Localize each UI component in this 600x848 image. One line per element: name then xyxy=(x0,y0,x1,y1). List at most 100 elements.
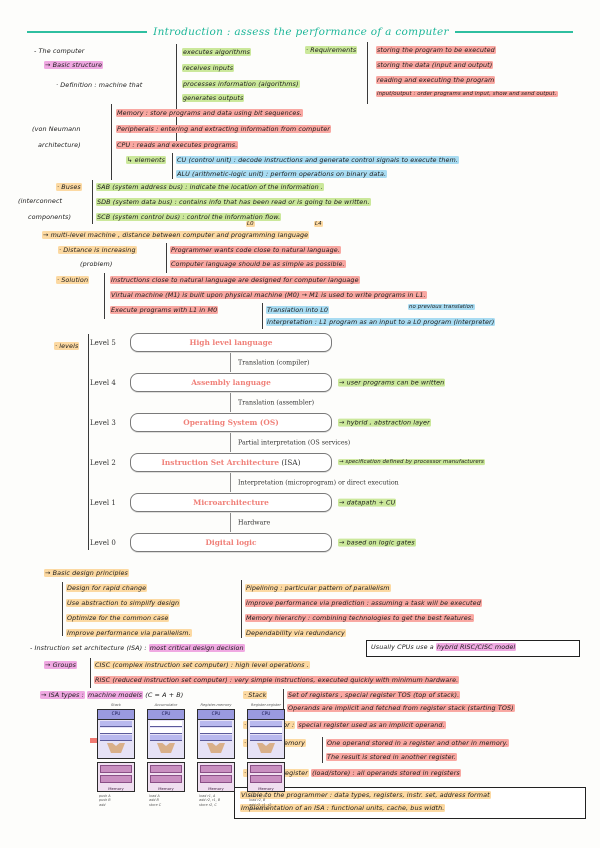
register-row xyxy=(200,721,232,727)
memory-band xyxy=(250,765,282,773)
level-gap-label: Partial interpretation (OS services) xyxy=(238,439,351,446)
callout-text-prefix: Usually CPUs use a xyxy=(371,643,436,651)
divider-principles-left xyxy=(62,582,63,636)
bullet-basic-structure: → Basic structure xyxy=(44,61,104,69)
level-box-suffix: (ISA) xyxy=(279,458,301,467)
execute-translation: Translation into L0 xyxy=(266,306,330,314)
divider-components xyxy=(111,104,112,180)
level-label: Level 4 xyxy=(90,378,116,387)
level-box-text: Microarchitecture xyxy=(193,498,269,507)
principle-item: Use abstraction to simplify design xyxy=(66,599,181,607)
cpu-block: CPU xyxy=(97,709,135,759)
page-title: Introduction : assess the performance of… xyxy=(0,26,600,38)
level-gap-2-1: Interpretation (microprogram) or direct … xyxy=(90,473,430,492)
requirement-item: storing the data (input and output) xyxy=(376,61,494,69)
memory-block: Memory xyxy=(197,762,235,792)
distance-increasing: · Distance is increasing xyxy=(58,246,137,254)
solution-item: Instructions close to natural language a… xyxy=(110,276,360,284)
divider-col1 xyxy=(176,44,177,144)
memory-block: Memory xyxy=(97,762,135,792)
memory-band xyxy=(250,775,282,783)
thumbnail-caption: Accumulator xyxy=(154,703,178,707)
level-connector xyxy=(230,353,231,372)
divider-solution xyxy=(104,273,105,319)
requirement-item: storing the program to be executed xyxy=(376,46,496,54)
thumbnail-code: load A add B store C xyxy=(149,794,162,807)
memory-band xyxy=(100,775,132,783)
function-item: processes information (algorithms) xyxy=(182,80,300,88)
memory-band xyxy=(150,765,182,773)
level-box-operating-system[interactable]: Operating System (OS) xyxy=(130,413,332,432)
cpu-label-box: CPU xyxy=(98,710,134,720)
register-row xyxy=(200,735,232,741)
principles-heading: → Basic design principles xyxy=(44,569,129,577)
element-alu: ALU (arithmetic-logic unit) : perform op… xyxy=(176,170,388,178)
cpu-label: CPU xyxy=(211,712,221,717)
function-item: receives inputs xyxy=(182,64,235,72)
level-note-1: → datapath + CU xyxy=(338,498,397,507)
thumbnail-code: push A push B add xyxy=(99,794,111,807)
thumbnail-register-memory[interactable]: Register-memory CPU Memory load r1, A ad… xyxy=(196,702,236,812)
level-row-5: Level 5 High level language xyxy=(90,332,430,353)
level-box-microarchitecture[interactable]: Microarchitecture xyxy=(130,493,332,512)
level-box-high-level-language[interactable]: High level language xyxy=(130,333,332,352)
level-gap-5-4: Translation (compiler) xyxy=(90,353,430,372)
cpu-label-box: CPU xyxy=(248,710,284,720)
model-register-memory-line: The result is stored in another register… xyxy=(326,753,457,761)
divider-col2 xyxy=(367,42,368,104)
buses-note-line2: components) xyxy=(28,213,72,221)
memory-label: Memory xyxy=(158,786,174,791)
register-row xyxy=(150,728,182,734)
title-rule-left xyxy=(27,30,148,34)
function-item: generates outputs xyxy=(182,94,245,102)
distance-item: Programmer wants code close to natural l… xyxy=(170,246,341,254)
prev-translation-note: no previous translation xyxy=(408,304,475,310)
requirements-label: · Requirements xyxy=(305,46,358,54)
memory-label: Memory xyxy=(108,786,124,791)
model-stack-line: Set of registers , special register TOS … xyxy=(287,691,461,699)
thumbnail-caption: Register-register xyxy=(251,703,281,707)
level-gap-label: Interpretation (microprogram) or direct … xyxy=(238,479,399,486)
memory-band xyxy=(100,765,132,773)
principle-right-item: Memory hierarchy : combining technologie… xyxy=(245,614,475,622)
alu-icon xyxy=(107,743,125,753)
divider-execute xyxy=(262,303,263,329)
solution-item: Virtual machine (M1) is built upon physi… xyxy=(110,291,427,299)
levels-label: · levels xyxy=(54,342,80,350)
level-box-assembly-language[interactable]: Assembly language xyxy=(130,373,332,392)
bus-scb: SCB (system control bus) : control the i… xyxy=(96,213,282,221)
cpu-label: CPU xyxy=(261,712,271,717)
thumbnail-stack[interactable]: Stack CPU Memory push A push B add xyxy=(96,702,136,812)
component-memory: Memory : store programs and data using b… xyxy=(116,109,303,117)
function-item: executes algorithms xyxy=(182,48,252,56)
principle-right-item: Improve performance via prediction : ass… xyxy=(245,599,482,607)
principle-item: Optimize for the common case xyxy=(66,614,170,622)
level-box-text: Digital logic xyxy=(205,538,257,547)
level-row-4: Level 4 Assembly language → user program… xyxy=(90,372,446,393)
thumbnail-accumulator[interactable]: Accumulator CPU Memory load A add B stor… xyxy=(146,702,186,812)
requirement-item: input/output : order programs and input,… xyxy=(376,91,558,97)
problem-note: (problem) xyxy=(80,260,113,268)
level-box-isa[interactable]: Instruction Set Architecture (ISA) xyxy=(130,453,332,472)
thumbnail-register-register[interactable]: Register-register CPU Memory load r1, A … xyxy=(246,702,286,812)
level-label: Level 3 xyxy=(90,418,116,427)
level-gap-3-2: Partial interpretation (OS services) xyxy=(90,433,430,452)
register-row xyxy=(100,721,132,727)
requirement-item: reading and executing the program xyxy=(376,76,496,84)
title-text: Introduction : assess the performance of… xyxy=(153,26,449,38)
execute-interpretation: Interpretation : L1 program as an input … xyxy=(266,318,496,326)
component-cpu: CPU : reads and executes programs. xyxy=(116,141,239,149)
level-note-2: → specification defined by processor man… xyxy=(338,458,485,465)
level-box-digital-logic[interactable]: Digital logic xyxy=(130,533,332,552)
register-row xyxy=(100,735,132,741)
callout-visible-line1: Visible to the programmer : data types, … xyxy=(240,791,491,799)
thumbnail-code: load r1, A load r2, B add r3, r1, r2 sto… xyxy=(249,794,272,812)
isa-groups-label: → Groups xyxy=(44,661,78,669)
tag-l0: L0 xyxy=(246,221,255,227)
level-diagram: Level 5 High level language Translation … xyxy=(90,332,485,553)
cpu-block: CPU xyxy=(197,709,235,759)
divider-levels xyxy=(88,334,89,550)
component-peripherals: Peripherals : entering and extracting in… xyxy=(116,125,331,133)
memory-label: Memory xyxy=(258,786,274,791)
level-box-text: Assembly language xyxy=(191,378,271,387)
